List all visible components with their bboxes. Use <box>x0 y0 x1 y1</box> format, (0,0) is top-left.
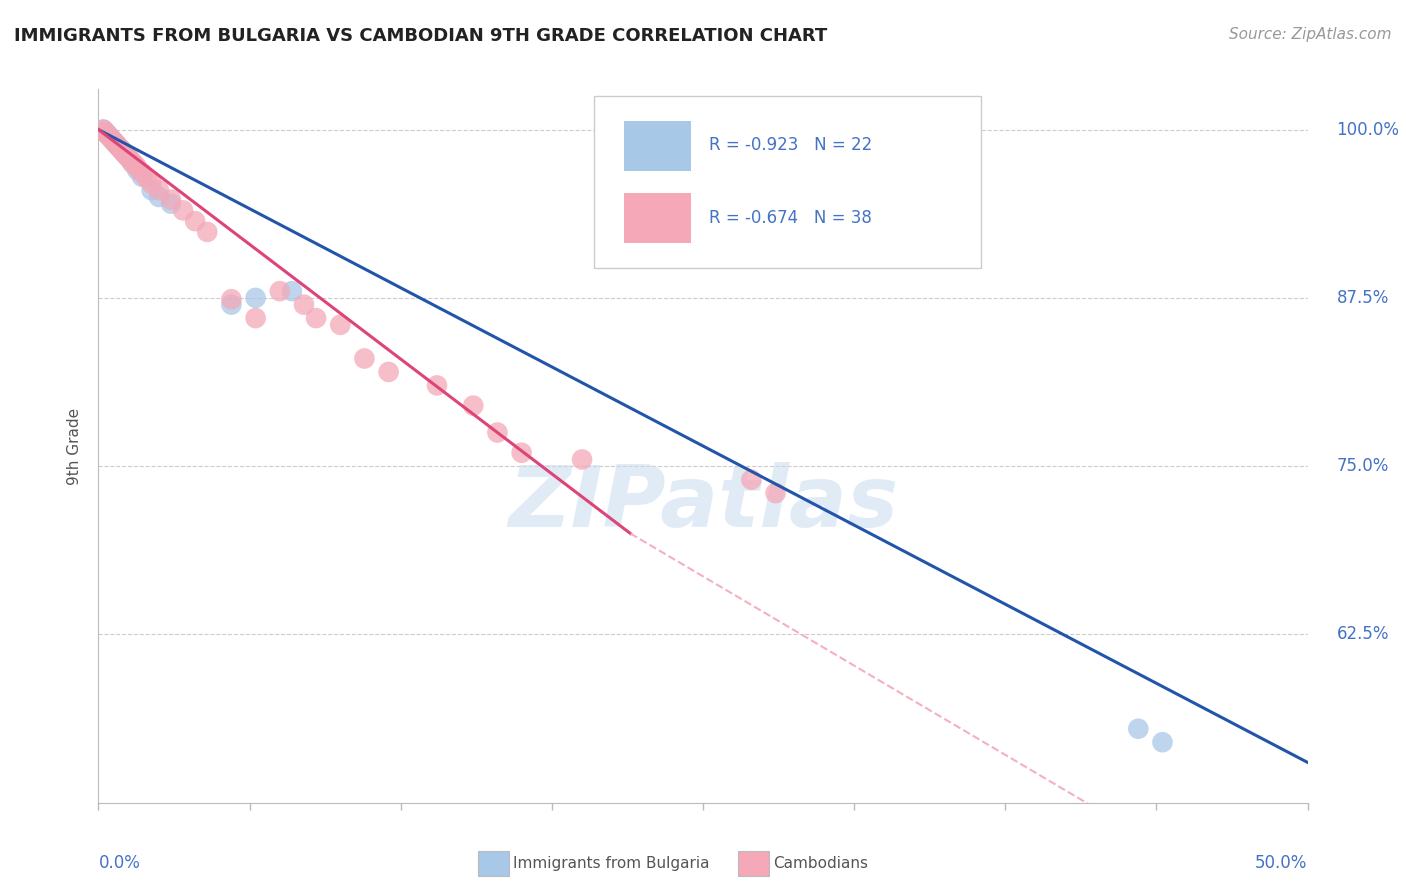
Point <box>377 365 399 379</box>
Point <box>269 284 291 298</box>
Point <box>94 125 117 139</box>
Text: ZIPatlas: ZIPatlas <box>508 461 898 545</box>
Point <box>463 399 485 413</box>
Point <box>108 141 131 155</box>
Text: 87.5%: 87.5% <box>1337 289 1389 307</box>
Text: 62.5%: 62.5% <box>1337 625 1389 643</box>
Point <box>141 183 163 197</box>
Point <box>100 130 122 145</box>
Point <box>91 122 114 136</box>
Point <box>245 311 267 326</box>
Point <box>101 133 124 147</box>
Point <box>160 196 183 211</box>
Point <box>111 144 134 158</box>
Point <box>305 311 328 326</box>
Text: 75.0%: 75.0% <box>1337 458 1389 475</box>
Point <box>740 473 762 487</box>
Text: 0.0%: 0.0% <box>98 854 141 872</box>
Point <box>114 146 136 161</box>
Text: Cambodians: Cambodians <box>773 856 869 871</box>
FancyBboxPatch shape <box>595 96 981 268</box>
Text: 50.0%: 50.0% <box>1256 854 1308 872</box>
Point <box>1128 722 1150 736</box>
Point <box>114 146 136 161</box>
Point <box>94 125 117 139</box>
Point <box>104 136 127 150</box>
Point <box>184 214 207 228</box>
Point <box>221 298 243 312</box>
Point <box>124 158 146 172</box>
Y-axis label: 9th Grade: 9th Grade <box>67 408 83 484</box>
Point <box>353 351 375 366</box>
Point <box>426 378 449 392</box>
Point <box>100 130 122 145</box>
Point <box>127 161 149 175</box>
Point <box>104 136 127 150</box>
FancyBboxPatch shape <box>624 193 690 243</box>
Point <box>97 128 120 142</box>
Text: 100.0%: 100.0% <box>1337 120 1399 138</box>
Point <box>281 284 304 298</box>
Point <box>111 144 134 158</box>
Point <box>131 166 153 180</box>
Text: R = -0.923   N = 22: R = -0.923 N = 22 <box>709 136 872 153</box>
Point <box>245 291 267 305</box>
Text: IMMIGRANTS FROM BULGARIA VS CAMBODIAN 9TH GRADE CORRELATION CHART: IMMIGRANTS FROM BULGARIA VS CAMBODIAN 9T… <box>14 27 827 45</box>
Point <box>571 452 593 467</box>
FancyBboxPatch shape <box>624 121 690 171</box>
Point <box>141 177 163 191</box>
Point <box>329 318 352 332</box>
Point <box>160 193 183 207</box>
Point <box>118 152 141 166</box>
Point <box>510 446 533 460</box>
Point <box>108 141 131 155</box>
Text: Immigrants from Bulgaria: Immigrants from Bulgaria <box>513 856 710 871</box>
Point <box>148 183 170 197</box>
Point <box>172 203 194 218</box>
Point <box>486 425 509 440</box>
Point <box>221 292 243 306</box>
Text: Source: ZipAtlas.com: Source: ZipAtlas.com <box>1229 27 1392 42</box>
Point <box>1152 735 1174 749</box>
Point <box>107 138 129 153</box>
Point <box>127 163 149 178</box>
Point <box>195 225 218 239</box>
Point <box>148 190 170 204</box>
Point <box>121 156 143 170</box>
Point <box>101 133 124 147</box>
Point <box>117 149 139 163</box>
Point <box>292 298 315 312</box>
Point <box>97 128 120 142</box>
Point <box>131 169 153 184</box>
Text: R = -0.674   N = 38: R = -0.674 N = 38 <box>709 209 872 227</box>
Point <box>765 486 787 500</box>
Point <box>117 149 139 163</box>
Point <box>121 155 143 169</box>
Point <box>107 138 129 153</box>
Point <box>135 171 157 186</box>
Point <box>91 122 114 136</box>
